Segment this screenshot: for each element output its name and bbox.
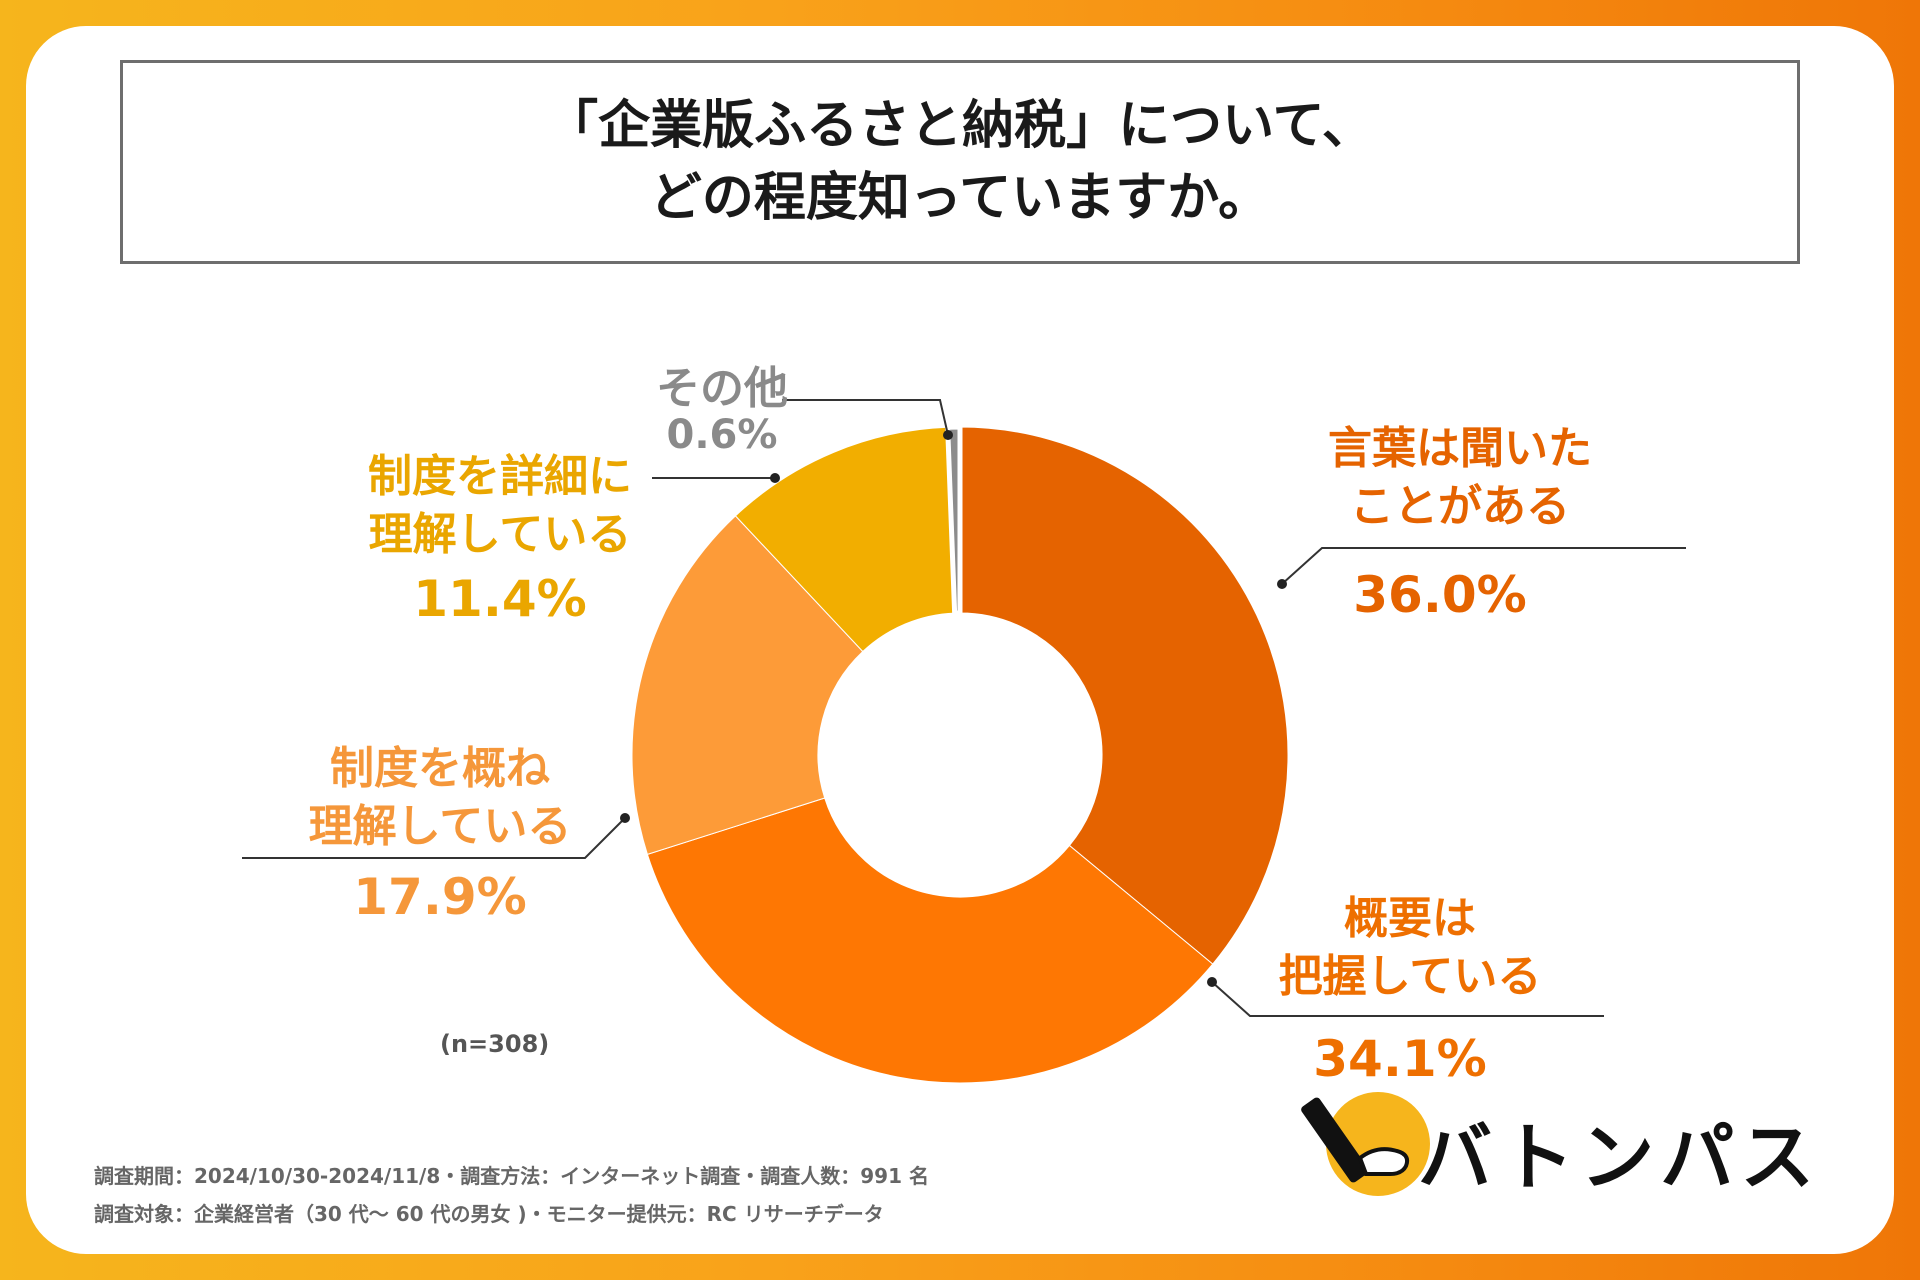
- leader-dot-s4: [943, 430, 953, 440]
- card-layer: 「企業版ふるさと納税」について、 どの程度知っていますか。: [26, 26, 1894, 1254]
- label-s1-line2: 把握している: [1278, 951, 1542, 1002]
- title-box: 「企業版ふるさと納税」について、 どの程度知っていますか。: [120, 60, 1800, 264]
- leader-line-s1: [1211, 981, 1604, 1017]
- leader-line-s4: [782, 399, 949, 436]
- pct-s2: 17.9%: [353, 868, 527, 926]
- pct-s4: 0.6%: [666, 412, 778, 458]
- footer-line-2: 調査対象：企業経営者（30 代～ 60 代の男女 )・モニター提供元：RC リサ…: [94, 1202, 884, 1226]
- label-s3-line1: 制度を詳細に: [368, 451, 632, 502]
- leader-line-s0: [1281, 547, 1686, 585]
- title-line-2: どの程度知っていますか。: [649, 168, 1271, 228]
- label-s1: 概要は 把握している: [1230, 890, 1590, 1006]
- label-s0: 言葉は聞いた ことがある: [1260, 420, 1660, 536]
- leader-dot-s2: [620, 813, 630, 823]
- pct-s0: 36.0%: [1353, 566, 1527, 624]
- footer-line-1: 調査期間：2024/10/30-2024/11/8・調査方法：インターネット調査…: [94, 1164, 929, 1188]
- sample-size-note: (n=308): [440, 1030, 550, 1058]
- label-s3-line2: 理解している: [368, 509, 632, 560]
- label-s3: 制度を詳細に 理解している: [320, 448, 680, 564]
- label-s2-line1: 制度を概ね: [330, 743, 550, 794]
- label-s4-line1: その他: [656, 363, 788, 414]
- leader-dot-s1: [1207, 977, 1217, 987]
- label-s0-line1: 言葉は聞いた: [1328, 423, 1592, 474]
- label-s0-line2: ことがある: [1350, 481, 1570, 532]
- donut-slice-2: [631, 515, 864, 856]
- donut-slice-4: [945, 424, 963, 616]
- label-s4: その他: [622, 360, 822, 418]
- label-s2: 制度を概ね 理解している: [260, 740, 620, 856]
- title-line-1: 「企業版ふるさと納税」について、: [546, 96, 1374, 156]
- donut-slice-1: [646, 797, 1214, 1084]
- pct-s3: 11.4%: [413, 570, 587, 628]
- label-s2-line2: 理解している: [308, 801, 572, 852]
- leader-dot-s0: [1277, 579, 1287, 589]
- baton-hand-icon: [1301, 1092, 1430, 1196]
- donut-slice-3: [734, 426, 956, 653]
- donut-slice-0: [959, 426, 1289, 965]
- leader-dot-s3: [770, 473, 780, 483]
- label-s1-line1: 概要は: [1344, 893, 1476, 944]
- pct-s1: 34.1%: [1313, 1030, 1487, 1088]
- leader-line-s2: [242, 817, 626, 859]
- brand-name: バトンパス: [1418, 1115, 1821, 1201]
